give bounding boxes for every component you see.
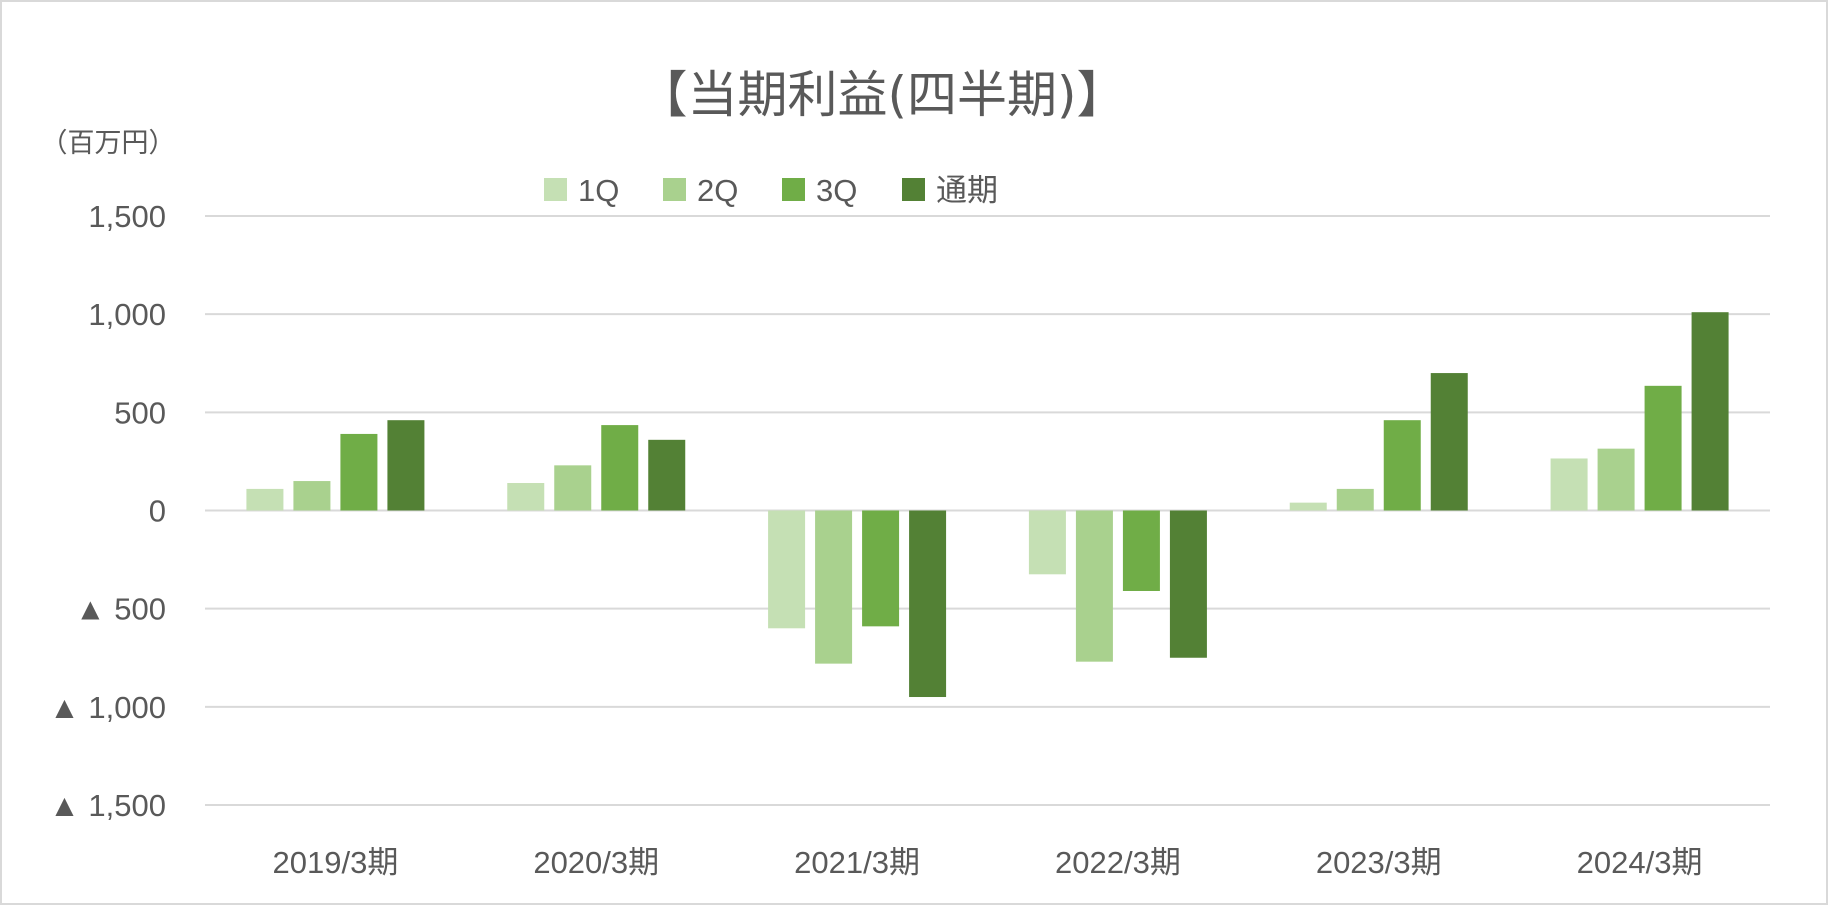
legend-label-3Q: 3Q: [816, 173, 857, 208]
x-axis-categories: 2019/3期 2020/3期 2021/3期 2022/3期 2023/3期 2024/…: [273, 845, 1703, 880]
x-category-label: 2023/3期: [1316, 845, 1442, 880]
legend: 1Q 2Q 3Q 通期: [544, 173, 998, 208]
bar-通期-2024/3期: [1691, 312, 1729, 511]
x-category-label: 2021/3期: [794, 845, 920, 880]
bar-1Q-2024/3期: [1550, 458, 1588, 511]
y-tick-label: ▲ 1,500: [49, 788, 166, 823]
bar-通期-2022/3期: [1169, 510, 1207, 658]
legend-label-1Q: 1Q: [578, 173, 619, 208]
bar-1Q-2021/3期: [768, 510, 806, 629]
bars: [246, 312, 1729, 698]
x-category-label: 2019/3期: [273, 845, 399, 880]
bar-通期-2021/3期: [909, 510, 947, 698]
legend-label-通期: 通期: [936, 173, 998, 208]
bar-2Q-2024/3期: [1597, 448, 1635, 511]
bar-3Q-2019/3期: [340, 433, 378, 511]
bar-2Q-2023/3期: [1336, 488, 1374, 511]
legend-swatch-通期: [902, 178, 925, 201]
bar-2Q-2019/3期: [293, 481, 331, 511]
bar-1Q-2020/3期: [507, 483, 545, 511]
x-category-label: 2020/3期: [533, 845, 659, 880]
bar-通期-2023/3期: [1430, 373, 1468, 511]
bar-3Q-2021/3期: [862, 510, 900, 627]
legend-swatch-3Q: [782, 178, 805, 201]
x-category-label: 2022/3期: [1055, 845, 1181, 880]
bar-2Q-2020/3期: [554, 465, 592, 511]
bar-1Q-2023/3期: [1289, 502, 1327, 511]
legend-swatch-1Q: [544, 178, 567, 201]
y-tick-label: 1,500: [88, 199, 166, 234]
y-tick-label: ▲ 1,000: [49, 690, 166, 725]
y-tick-label: 1,000: [88, 297, 166, 332]
bar-1Q-2019/3期: [246, 488, 284, 511]
y-tick-label: 500: [114, 395, 166, 430]
legend-swatch-2Q: [663, 178, 686, 201]
chart-title: 【当期利益(四半期)】: [637, 66, 1126, 124]
bar-3Q-2024/3期: [1644, 385, 1682, 511]
y-axis-ticks: 1,500 1,000 500 0 ▲ 500 ▲ 1,000 ▲ 1,500: [49, 199, 166, 823]
bar-通期-2020/3期: [648, 439, 686, 511]
y-tick-label: 0: [149, 494, 166, 529]
y-axis-unit-label: （百万円）: [41, 128, 176, 159]
bar-通期-2019/3期: [387, 420, 425, 511]
bar-2Q-2022/3期: [1075, 510, 1113, 662]
legend-label-2Q: 2Q: [697, 173, 738, 208]
y-tick-label: ▲ 500: [75, 592, 166, 627]
gridlines: [205, 215, 1770, 806]
bar-3Q-2023/3期: [1383, 420, 1421, 511]
bar-3Q-2020/3期: [601, 425, 639, 511]
x-category-label: 2024/3期: [1577, 845, 1703, 880]
bar-2Q-2021/3期: [815, 510, 853, 664]
bar-3Q-2022/3期: [1122, 510, 1160, 591]
bar-1Q-2022/3期: [1028, 510, 1066, 575]
